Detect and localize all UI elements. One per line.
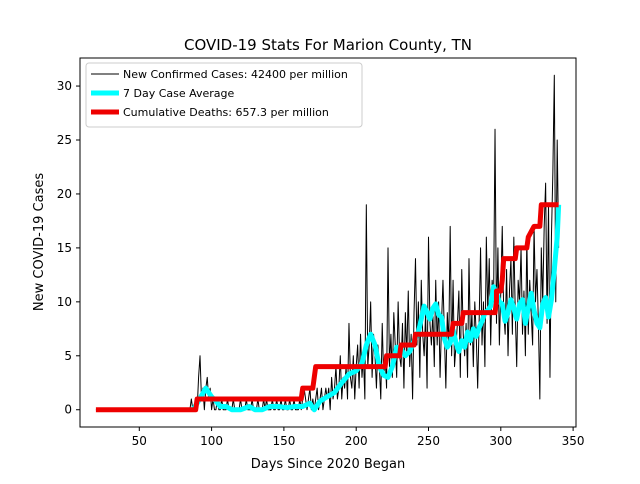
y-tick-label: 10 [57, 295, 72, 309]
y-tick-label: 25 [57, 133, 72, 147]
y-tick-label: 0 [64, 403, 72, 417]
x-tick-label: 150 [272, 434, 295, 448]
series-7-day-average-line [190, 204, 562, 413]
legend-label-avg: 7 Day Case Average [123, 87, 235, 100]
plot-frame [79, 57, 577, 428]
y-tick-label: 30 [57, 79, 72, 93]
x-tick-label: 350 [562, 434, 585, 448]
y-tick-label: 5 [64, 349, 72, 363]
legend-label-daily: New Confirmed Cases: 42400 per million [123, 68, 348, 81]
legend-label-deaths: Cumulative Deaths: 657.3 per million [123, 106, 329, 119]
x-tick-label: 250 [417, 434, 440, 448]
y-axis-label: New COVID-19 Cases [32, 173, 47, 311]
legend-box [85, 62, 363, 128]
y-tick-label: 15 [57, 241, 72, 255]
y-tick-label: 20 [57, 187, 72, 201]
x-tick-label: 300 [489, 434, 512, 448]
x-axis-label: Days Since 2020 Began [251, 457, 406, 472]
x-tick-label: 100 [200, 434, 223, 448]
y-axis-ticks: 0 5 10 15 20 25 30 [57, 79, 80, 417]
chart-title: COVID-19 Stats For Marion County, TN [184, 36, 472, 54]
x-axis-ticks: 50 100 150 200 250 300 350 [132, 427, 585, 448]
x-tick-label: 200 [345, 434, 368, 448]
x-tick-label: 50 [132, 434, 147, 448]
series-cumulative-deaths-line [95, 202, 559, 413]
legend: New Confirmed Cases: 42400 per million 7… [85, 62, 363, 128]
series-layer [95, 74, 562, 413]
